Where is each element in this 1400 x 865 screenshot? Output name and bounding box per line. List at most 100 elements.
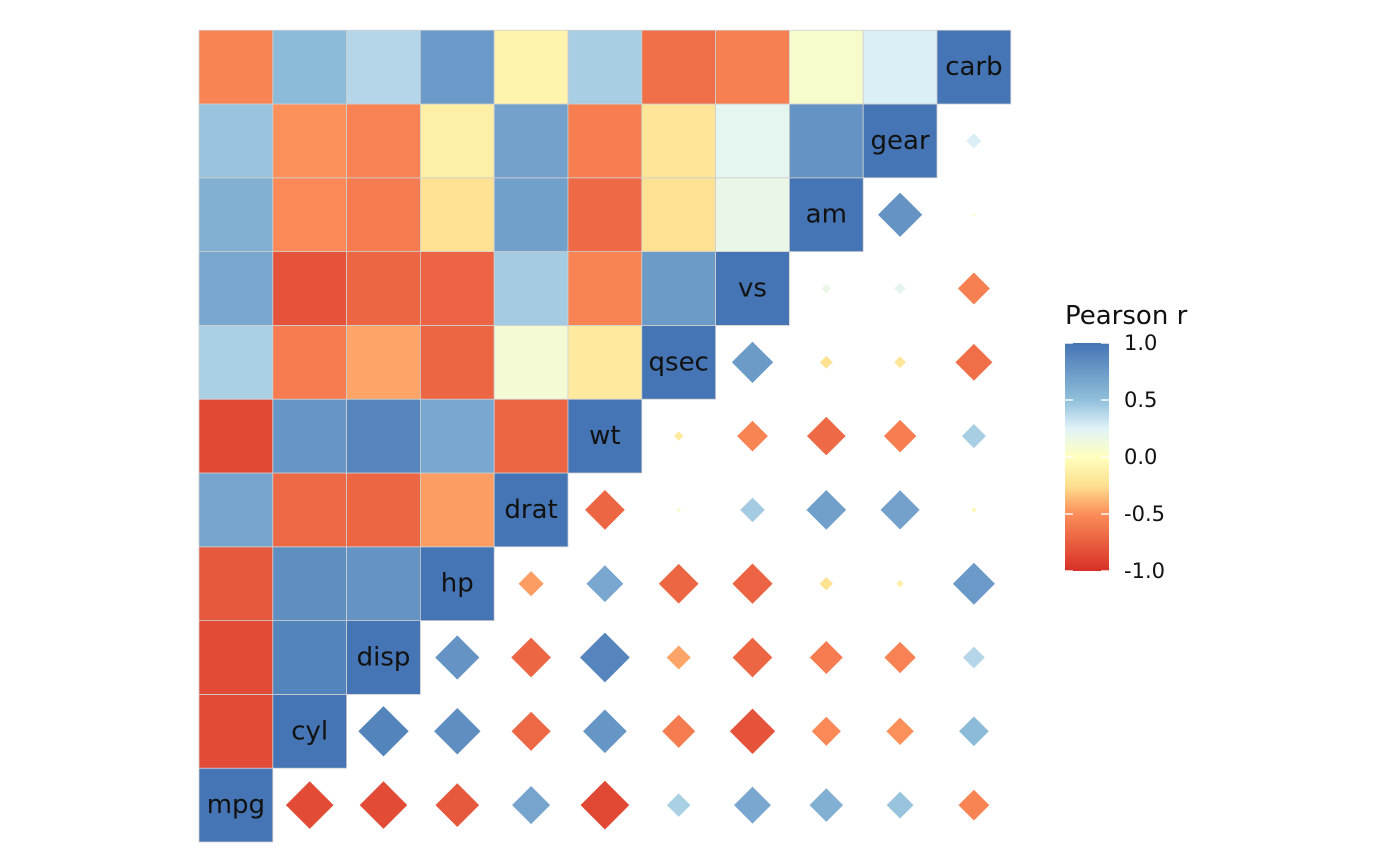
cell-mpg-mpg <box>198 767 274 843</box>
cell-drat-cyl <box>272 472 347 548</box>
cell-wt-hp <box>419 398 495 474</box>
diamond-hp-vs <box>732 563 773 604</box>
cell-drat-mpg <box>198 472 274 548</box>
cell-wt-disp <box>346 398 421 474</box>
cell-am-mpg <box>198 177 274 253</box>
cell-qsec-qsec <box>641 324 716 400</box>
diamond-cyl-am <box>811 716 841 746</box>
cell-am-wt <box>567 177 643 253</box>
diamond-disp-qsec <box>666 645 691 670</box>
cell-vs-vs <box>715 251 790 326</box>
label-qsec: qsec <box>649 347 709 377</box>
cell-drat-drat <box>493 472 569 548</box>
cell-vs-qsec <box>641 251 716 326</box>
diamond-am-gear <box>877 192 923 237</box>
cell-carb-gear <box>862 29 938 105</box>
label-hp: hp <box>441 569 474 599</box>
legend-ticks: 1.0 0.5 0.0 -0.5 -1.0 <box>1065 331 1165 583</box>
diamond-mpg-disp <box>359 781 408 829</box>
cell-disp-cyl <box>272 620 347 695</box>
label-vs: vs <box>738 274 767 304</box>
cell-am-cyl <box>272 177 347 253</box>
cell-hp-cyl <box>272 546 347 621</box>
cell-gear-vs <box>715 103 790 179</box>
cell-am-vs <box>715 177 790 253</box>
cell-qsec-wt <box>567 324 643 400</box>
cell-hp-hp <box>419 546 495 621</box>
variable-labels: mpg cyl disp hp drat wt qsec vs am gear carb <box>207 52 1003 820</box>
legend-tick-label: 1.0 <box>1124 331 1157 355</box>
cell-drat-hp <box>419 472 495 548</box>
cell-gear-drat <box>493 103 569 179</box>
diamond-vs-am <box>821 283 832 294</box>
cell-cyl-cyl <box>272 694 347 769</box>
diamond-vs-gear <box>894 282 906 295</box>
diamond-mpg-wt <box>580 780 630 830</box>
cell-carb-vs <box>715 29 790 105</box>
cell-disp-disp <box>346 620 421 695</box>
cell-am-hp <box>419 177 495 253</box>
cell-carb-mpg <box>198 29 274 105</box>
diamond-hp-carb <box>952 562 995 605</box>
diamond-hp-drat <box>518 571 544 597</box>
diamond-cyl-vs <box>729 708 776 754</box>
cell-am-disp <box>346 177 421 253</box>
label-drat: drat <box>504 495 557 525</box>
diamond-hp-am <box>819 576 834 591</box>
cell-carb-am <box>789 29 864 105</box>
cell-am-qsec <box>641 177 716 253</box>
legend-tick-label: 0.0 <box>1124 445 1157 469</box>
cell-qsec-drat <box>493 324 569 400</box>
legend-title: Pearson r <box>1065 301 1188 331</box>
cell-am-am <box>789 177 864 253</box>
diamond-disp-carb <box>962 646 985 669</box>
cell-gear-am <box>789 103 864 179</box>
legend-tick-label: 0.5 <box>1124 388 1157 412</box>
label-gear: gear <box>871 126 930 156</box>
cell-qsec-disp <box>346 324 421 400</box>
cell-gear-gear <box>862 103 938 179</box>
diamond-disp-wt <box>579 632 630 683</box>
label-mpg: mpg <box>207 790 265 820</box>
cell-gear-cyl <box>272 103 347 179</box>
cell-vs-mpg <box>198 251 274 326</box>
cell-carb-hp <box>419 29 495 105</box>
colorbar-legend: Pearson r 1.0 0.5 0.0 -0.5 -1.0 <box>1065 301 1188 583</box>
cell-drat-disp <box>346 472 421 548</box>
cell-vs-wt <box>567 251 643 326</box>
diamond-disp-hp <box>435 635 480 680</box>
cell-gear-wt <box>567 103 643 179</box>
cell-cyl-mpg <box>198 694 274 769</box>
diamond-mpg-hp <box>435 783 480 827</box>
diamond-drat-gear <box>880 490 920 530</box>
diamond-hp-qsec <box>658 563 699 604</box>
cell-wt-mpg <box>198 398 274 474</box>
diamond-qsec-am <box>819 355 833 369</box>
label-am: am <box>806 200 847 230</box>
diamond-disp-am <box>809 640 843 675</box>
diamond-cyl-gear <box>886 717 914 746</box>
label-carb: carb <box>945 52 1002 82</box>
diamond-qsec-carb <box>955 343 993 381</box>
diamond-cyl-qsec <box>662 714 696 748</box>
diamond-drat-carb <box>971 507 977 513</box>
diamond-mpg-cyl <box>285 781 334 829</box>
diamond-disp-drat <box>511 637 551 678</box>
diamond-drat-vs <box>740 497 765 523</box>
cell-carb-disp <box>346 29 421 105</box>
cell-qsec-mpg <box>198 324 274 400</box>
cell-am-drat <box>493 177 569 253</box>
label-wt: wt <box>589 421 620 451</box>
diamond-mpg-carb <box>958 789 990 821</box>
diamond-drat-wt <box>585 490 625 530</box>
cell-vs-drat <box>493 251 569 326</box>
diamond-disp-gear <box>884 641 916 674</box>
cell-wt-wt <box>567 398 643 474</box>
diamond-wt-carb <box>961 424 986 449</box>
diamond-cyl-carb <box>959 716 989 747</box>
heatmap-cells <box>198 29 1012 843</box>
cell-carb-cyl <box>272 29 347 105</box>
label-cyl: cyl <box>291 716 328 746</box>
diamond-cyl-disp <box>358 706 409 757</box>
